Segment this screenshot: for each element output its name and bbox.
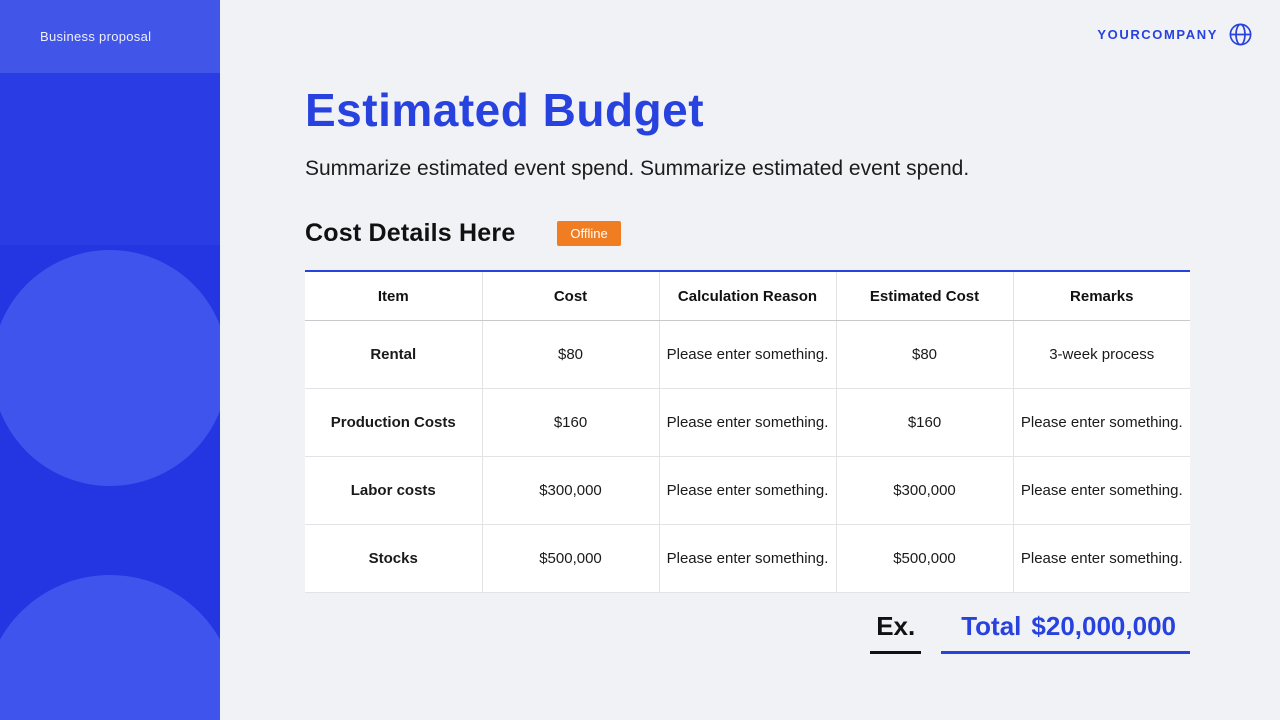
table-header-item: Item [305,269,483,322]
table-cell-item[interactable]: Stocks [305,524,483,594]
table-cell-reason[interactable]: Please enter something. [658,320,837,390]
sidebar-decoration [0,245,220,720]
table-row: Production Costs $160 Please enter somet… [305,388,1190,458]
table-cell-reason[interactable]: Please enter something. [658,388,837,458]
table-cell-estimated[interactable]: $500,000 [835,524,1014,594]
ex-label: Ex. [870,611,922,655]
table-cell-item[interactable]: Labor costs [305,456,483,526]
table-cell-item[interactable]: Production Costs [305,388,483,458]
table-cell-item[interactable]: Rental [305,320,483,390]
total-value: $20,000,000 [1031,611,1176,642]
company-brand: YOURCOMPANY [1097,21,1254,48]
table-header-calculation-reason: Calculation Reason [658,269,837,322]
table-cell-remarks[interactable]: Please enter something. [1012,456,1190,526]
table-cell-remarks[interactable]: 3-week process [1012,320,1190,390]
company-name: YOURCOMPANY [1097,27,1218,42]
section-header: Cost Details Here Offline [305,219,1190,248]
table-cell-cost[interactable]: $80 [481,320,660,390]
table-cell-cost[interactable]: $160 [481,388,660,458]
table-row: Labor costs $300,000 Please enter someth… [305,456,1190,526]
table-cell-reason[interactable]: Please enter something. [658,524,837,594]
sidebar: Business proposal [0,0,220,720]
decorative-circle [0,250,220,486]
status-badge: Offline [557,220,621,247]
sidebar-mid-band [0,73,220,245]
table-cell-estimated[interactable]: $80 [835,320,1014,390]
total-group: Total $20,000,000 [941,611,1190,655]
total-label: Total [961,611,1022,642]
table-cell-estimated[interactable]: $160 [835,388,1014,458]
cost-table: Item Cost Calculation Reason Estimated C… [305,269,1190,594]
table-cell-cost[interactable]: $300,000 [481,456,660,526]
page-title: Estimated Budget [305,84,705,136]
table-cell-estimated[interactable]: $300,000 [835,456,1014,526]
table-cell-remarks[interactable]: Please enter something. [1012,524,1190,594]
table-cell-remarks[interactable]: Please enter something. [1012,388,1190,458]
globe-icon [1229,23,1252,46]
table-header-estimated-cost: Estimated Cost [835,269,1014,322]
sidebar-header: Business proposal [0,0,220,73]
decorative-circle [0,575,220,720]
total-row: Ex. Total $20,000,000 [305,611,1190,655]
table-header-cost: Cost [481,269,660,322]
table-row: Stocks $500,000 Please enter something. … [305,524,1190,594]
main-content: Estimated Budget Summarize estimated eve… [305,84,1190,655]
table-header-row: Item Cost Calculation Reason Estimated C… [305,269,1190,322]
sidebar-title: Business proposal [40,29,152,44]
table-cell-cost[interactable]: $500,000 [481,524,660,594]
table-row: Rental $80 Please enter something. $80 3… [305,320,1190,390]
table-header-remarks: Remarks [1012,269,1190,322]
table-cell-reason[interactable]: Please enter something. [658,456,837,526]
page-subtitle: Summarize estimated event spend. Summari… [305,156,970,180]
section-title: Cost Details Here [305,218,516,247]
